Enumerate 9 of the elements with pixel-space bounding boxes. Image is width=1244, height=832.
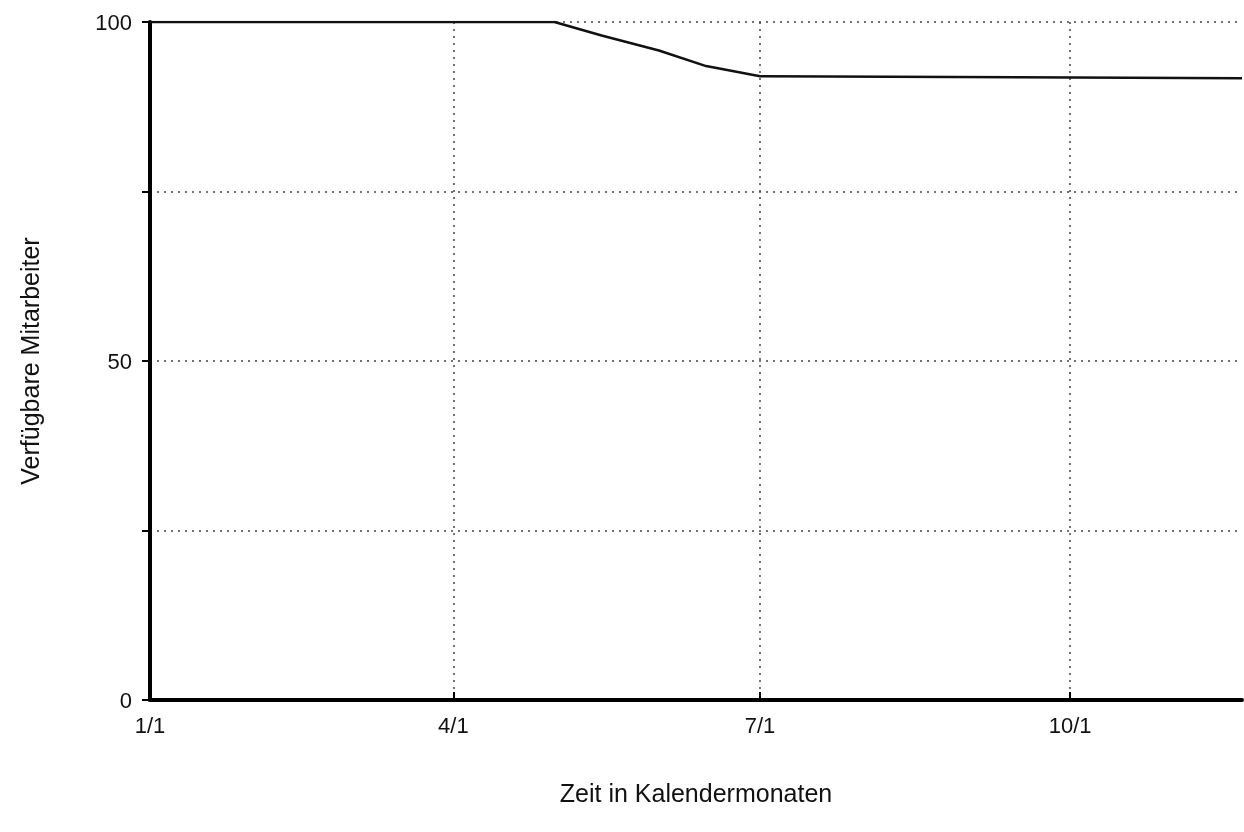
y-tick-label: 0 bbox=[119, 687, 132, 713]
x-tick-label: 1/1 bbox=[134, 712, 166, 738]
x-tick-label: 4/1 bbox=[438, 712, 469, 738]
x-tick-label: 7/1 bbox=[744, 712, 776, 738]
y-tick-label: 100 bbox=[95, 9, 132, 35]
x-axis-title: Zeit in Kalendermonaten bbox=[559, 778, 833, 807]
y-tick-label: 50 bbox=[107, 348, 132, 374]
x-tick-label: 10/1 bbox=[1048, 712, 1092, 738]
y-axis-title: Verfügbare Mitarbeiter bbox=[15, 237, 44, 485]
